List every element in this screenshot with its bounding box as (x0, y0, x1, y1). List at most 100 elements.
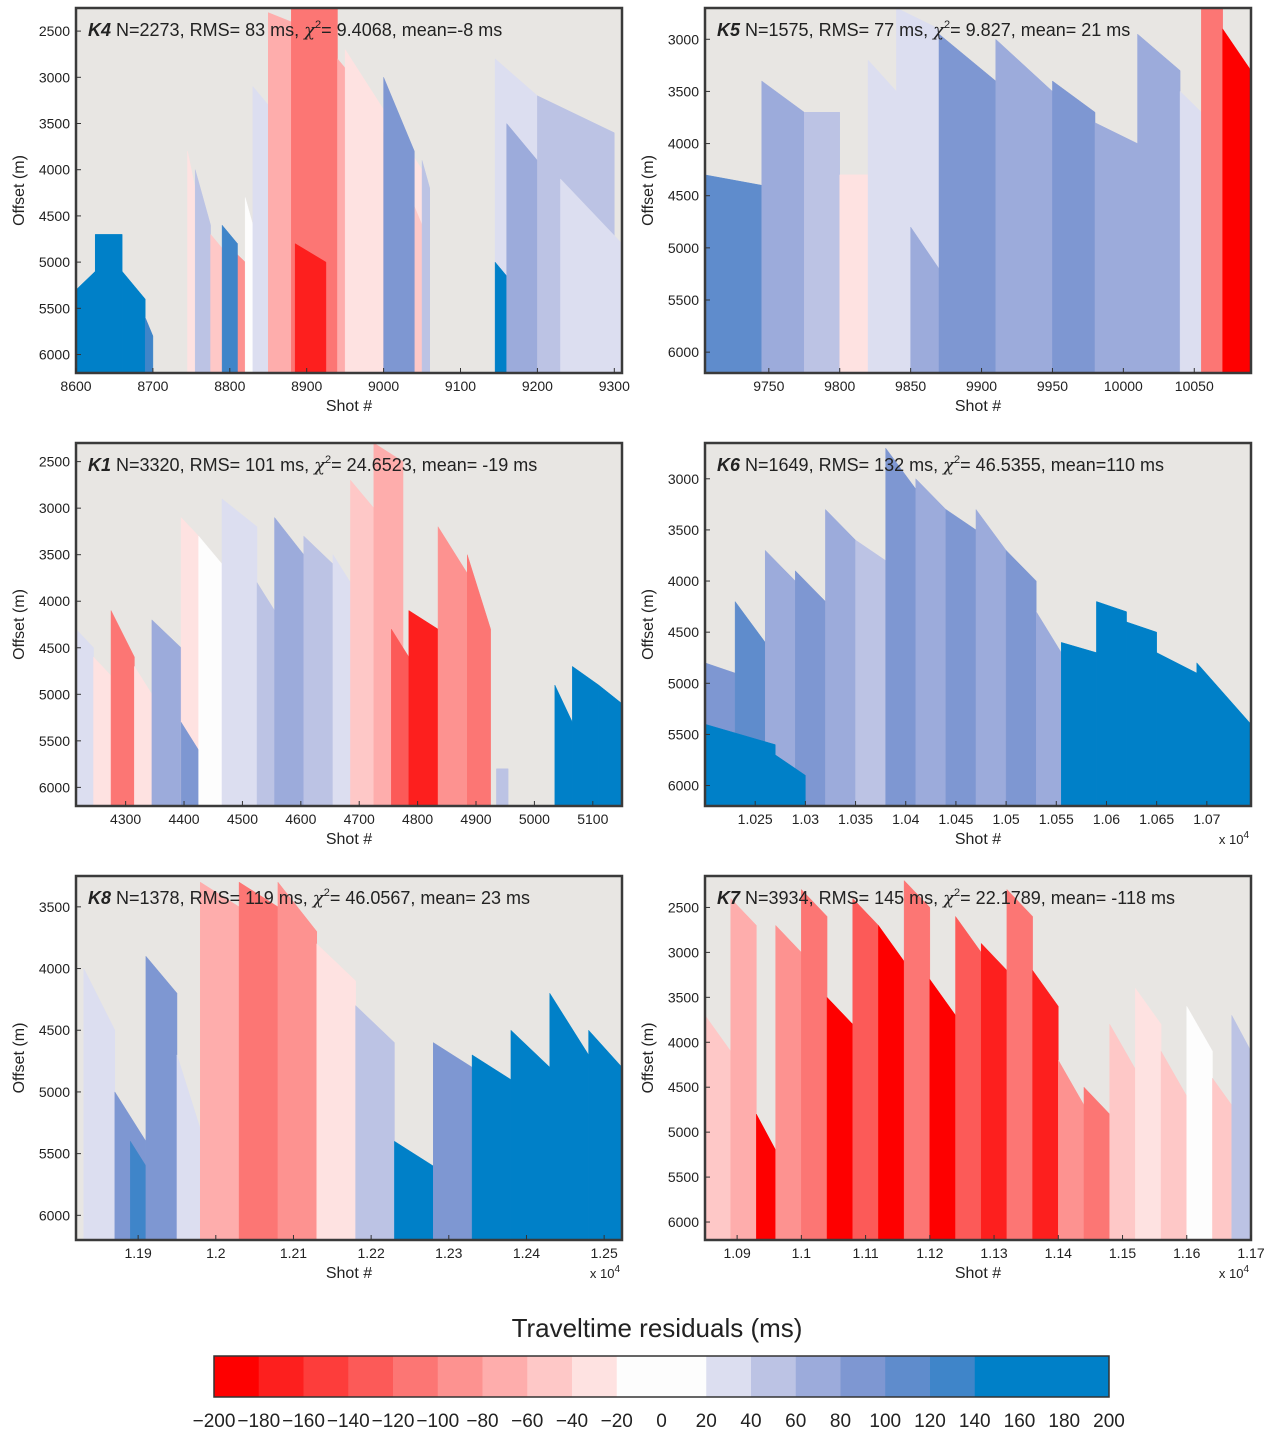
y-tick-label: 3500 (668, 989, 699, 1005)
residual-band (756, 1114, 776, 1240)
x-tick-label: 1.025 (738, 811, 773, 827)
residual-band (825, 508, 856, 806)
residual-band (176, 1054, 201, 1240)
x-tick-label: 9100 (445, 378, 476, 394)
y-tick-label: 3000 (668, 944, 699, 960)
residual-band (303, 535, 334, 806)
colorbar-tick-label: 100 (869, 1411, 901, 1429)
x-tick-label: 5100 (577, 811, 608, 827)
x-tick-label: 1.24 (513, 1245, 540, 1261)
y-axis-label: Offset (m) (11, 1023, 28, 1094)
residual-band (764, 549, 796, 806)
y-tick-label: 5500 (668, 726, 699, 742)
residual-band (134, 665, 153, 806)
x-tick-label: 9750 (753, 378, 784, 394)
residual-band (938, 33, 996, 373)
x-tick-label: 9000 (368, 378, 399, 394)
colorbar-tick-label: −40 (556, 1411, 588, 1429)
y-tick-label: 6000 (39, 347, 70, 363)
residual-band (252, 85, 269, 373)
colorbar-tick-label: 40 (740, 1411, 761, 1429)
residual-band (554, 684, 573, 806)
y-tick-label: 3500 (668, 522, 699, 538)
x-tick-label: 1.15 (1109, 1245, 1136, 1261)
y-tick-label: 4000 (668, 1034, 699, 1050)
y-tick-label: 3000 (668, 31, 699, 47)
x-tick-label: 8900 (291, 378, 322, 394)
x-tick-label: 1.06 (1093, 811, 1120, 827)
residual-band (471, 1054, 512, 1240)
residual-band (180, 721, 199, 806)
residual-band (839, 174, 869, 373)
x-tick-label: 1.07 (1193, 811, 1220, 827)
x-tick-label: 9200 (522, 378, 553, 394)
colorbar-segment (437, 1356, 483, 1397)
y-tick-label: 6000 (39, 1207, 70, 1223)
residual-band (1109, 1023, 1136, 1240)
x-tick-label: 4600 (285, 811, 316, 827)
colorbar-segment (258, 1356, 304, 1397)
residual-band (1179, 90, 1202, 373)
residual-band (945, 508, 977, 806)
x-tick-label: 9800 (824, 378, 855, 394)
colorbar-tick-label: −60 (511, 1411, 543, 1429)
residual-band (110, 610, 135, 806)
x-tick-label: 1.17 (1237, 1245, 1264, 1261)
x-tick-label: 1.25 (591, 1245, 618, 1261)
residual-band (1035, 610, 1062, 806)
residual-band (332, 553, 351, 806)
x-tick-label: 4500 (227, 811, 258, 827)
panel-annotation: K8 N=1378, RMS= 119 ms, χ2= 46.0567, mea… (88, 887, 530, 909)
colorbar-tick-label: −20 (601, 1411, 633, 1429)
residual-band (1135, 987, 1162, 1240)
residual-band (496, 768, 509, 806)
panel-annotation: K5 N=1575, RMS= 77 ms, χ2= 9.827, mean= … (717, 19, 1130, 41)
residual-band (151, 619, 182, 806)
residual-band (826, 996, 853, 1240)
residual-band (1137, 33, 1181, 373)
colorbar-segment (214, 1356, 260, 1397)
y-tick-label: 4500 (39, 1022, 70, 1038)
colorbar-tick-label: −80 (466, 1411, 498, 1429)
residual-band (705, 174, 762, 373)
x-axis-label: Shot # (326, 1265, 372, 1282)
x-tick-label: 1.045 (938, 811, 973, 827)
residual-band (221, 498, 258, 806)
panel-annotation: K4 N=2273, RMS= 83 ms, χ2= 9.4068, mean=… (88, 19, 502, 41)
y-tick-label: 3500 (39, 899, 70, 915)
colorbar-tick-label: 0 (656, 1411, 667, 1429)
y-tick-label: 4500 (39, 640, 70, 656)
residual-band (775, 924, 802, 1240)
colorbar-title: Traveltime residuals (ms) (512, 1313, 803, 1343)
x-tick-label: 8800 (214, 378, 245, 394)
x-tick-label: 1.1 (792, 1245, 812, 1261)
x-tick-label: 4400 (168, 811, 199, 827)
panel-annotation: K6 N=1649, RMS= 132 ms, χ2= 46.5355, mea… (717, 454, 1164, 476)
x-axis-label: Shot # (326, 398, 372, 415)
residual-band (1096, 601, 1127, 806)
colorbar-segment (348, 1356, 394, 1397)
colorbar-segment (751, 1356, 797, 1397)
y-axis-label: Offset (m) (640, 155, 657, 226)
residual-band (93, 656, 112, 806)
residual-band (1160, 1050, 1188, 1240)
x-tick-label: 10000 (1104, 378, 1143, 394)
x-tick-label: 1.035 (838, 811, 873, 827)
x-multiplier: x 104 (1219, 830, 1250, 847)
residual-band (910, 226, 940, 373)
residual-band (145, 955, 178, 1240)
panel-annotation: K1 N=3320, RMS= 101 ms, χ2= 24.6523, mea… (88, 454, 537, 476)
colorbar-segment (795, 1356, 841, 1397)
colorbar-tick-label: −200 (193, 1411, 236, 1429)
x-tick-label: 1.14 (1045, 1245, 1072, 1261)
plot-frame (74, 874, 624, 1242)
y-axis-label: Offset (m) (640, 1023, 657, 1094)
residual-band (467, 554, 491, 806)
x-multiplier: x 104 (590, 1264, 621, 1281)
residual-band (437, 525, 468, 806)
residual-band (885, 447, 917, 806)
x-tick-label: 9900 (966, 378, 997, 394)
colorbar-segment (706, 1356, 752, 1397)
residual-band (1222, 28, 1251, 373)
residual-band (929, 978, 956, 1240)
